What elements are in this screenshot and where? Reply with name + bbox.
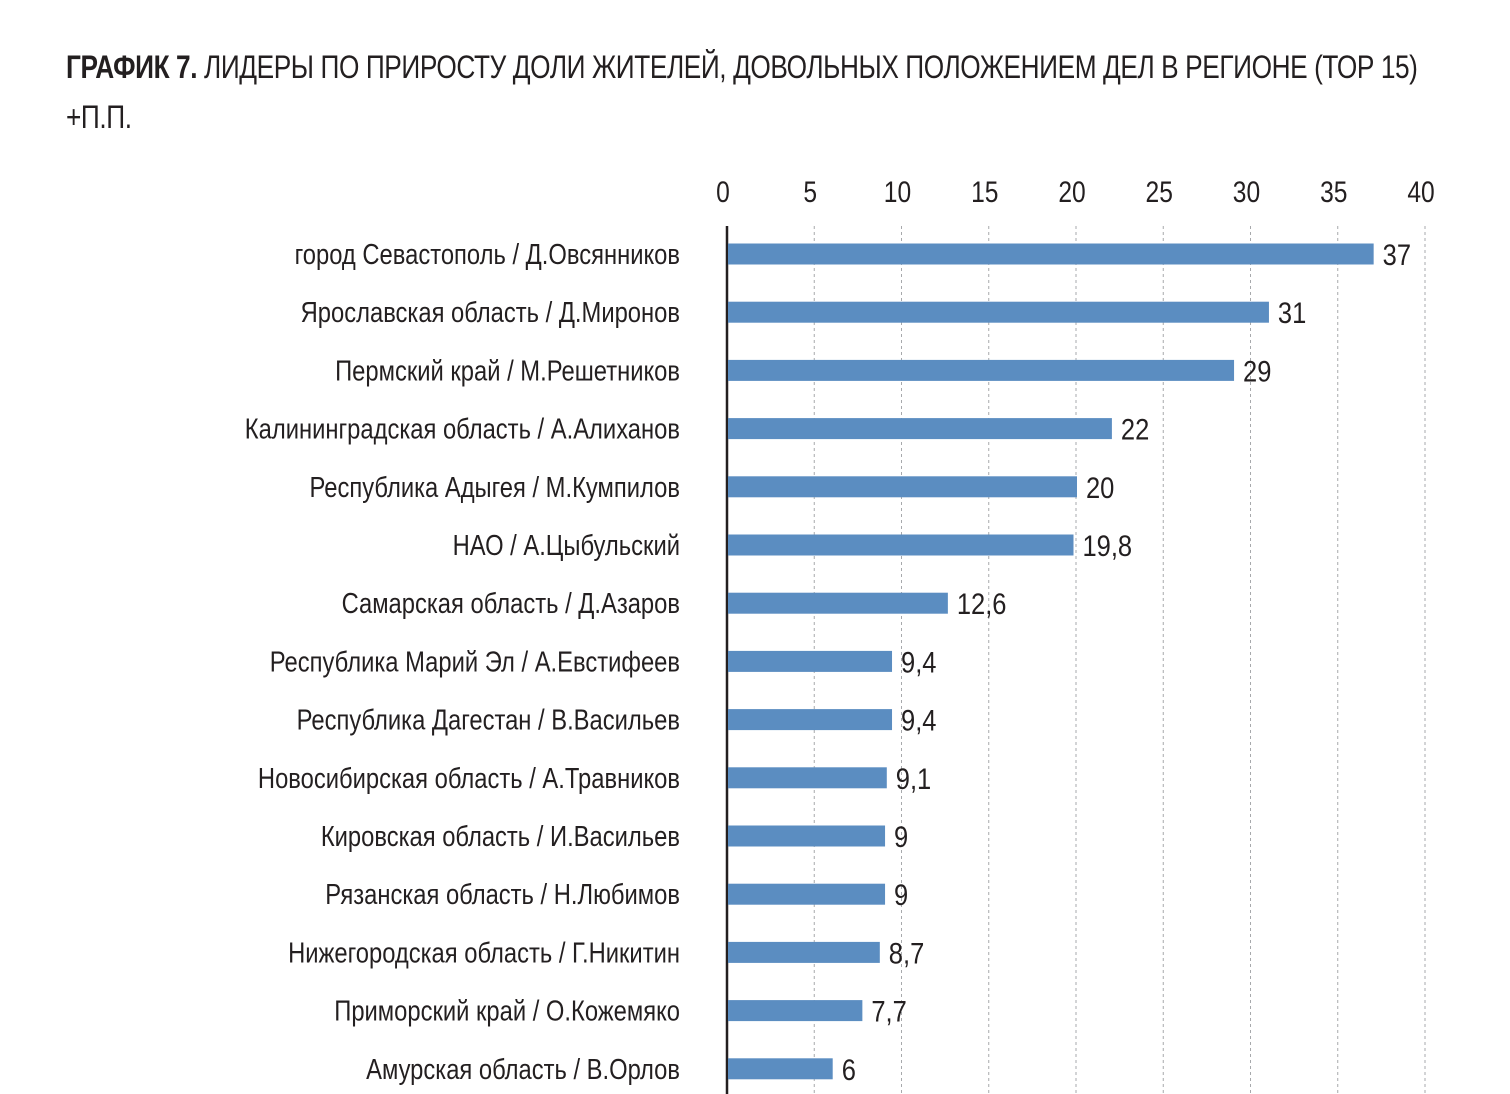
category-label: НАО / А.Цыбульский bbox=[453, 529, 680, 562]
x-tick-label: 10 bbox=[884, 175, 911, 209]
data-label: 19,8 bbox=[1083, 529, 1133, 562]
bar bbox=[728, 359, 1235, 381]
bar bbox=[728, 301, 1269, 323]
data-label: 9 bbox=[894, 820, 908, 853]
bar bbox=[728, 825, 886, 847]
chart-title-line-2: +П.П. bbox=[66, 99, 132, 135]
category-label: Республика Адыгея / М.Кумпилов bbox=[310, 471, 680, 504]
category-label: Ярославская область / Д.Миронов bbox=[301, 296, 680, 329]
bar bbox=[728, 1000, 863, 1022]
data-label: 9,1 bbox=[896, 762, 931, 795]
category-label: Нижегородская область / Г.Никитин bbox=[288, 936, 680, 969]
bar bbox=[728, 534, 1074, 556]
category-label: Самарская область / Д.Азаров bbox=[342, 587, 680, 620]
bar bbox=[728, 476, 1077, 498]
x-tick-label: 30 bbox=[1233, 175, 1260, 209]
chart-title-lead: ГРАФИК 7. bbox=[66, 49, 198, 85]
data-label: 29 bbox=[1243, 354, 1271, 387]
data-label: 9 bbox=[894, 878, 908, 911]
data-label: 7,7 bbox=[871, 995, 906, 1028]
category-label: Кировская область / И.Васильев bbox=[321, 820, 680, 853]
category-label: город Севастополь / Д.Овсянников bbox=[295, 238, 680, 271]
category-label: Приморский край / О.Кожемяко bbox=[334, 994, 680, 1027]
category-label: Новосибирская область / А.Травников bbox=[258, 762, 680, 795]
chart-title-line-1: ГРАФИК 7. ЛИДЕРЫ ПО ПРИРОСТУ ДОЛИ ЖИТЕЛЕ… bbox=[66, 42, 1418, 92]
bar bbox=[728, 883, 886, 905]
data-label: 20 bbox=[1086, 471, 1114, 504]
category-label: Калининградская область / А.Алиханов bbox=[245, 412, 680, 445]
x-tick-label: 0 bbox=[716, 175, 730, 209]
x-tick-label: 35 bbox=[1320, 175, 1347, 209]
bar bbox=[728, 592, 948, 614]
x-tick-label: 20 bbox=[1058, 175, 1085, 209]
category-label: Республика Марий Эл / А.Евстифеев bbox=[270, 645, 680, 678]
bar bbox=[728, 650, 893, 672]
category-label: Рязанская область / Н.Любимов bbox=[325, 878, 680, 911]
data-label: 31 bbox=[1278, 296, 1306, 329]
data-label: 9,4 bbox=[901, 704, 936, 737]
bar bbox=[728, 1058, 833, 1080]
chart-title-text: ЛИДЕРЫ ПО ПРИРОСТУ ДОЛИ ЖИТЕЛЕЙ, ДОВОЛЬН… bbox=[204, 49, 1418, 85]
x-tick-label: 5 bbox=[803, 175, 817, 209]
data-label: 9,4 bbox=[901, 645, 936, 678]
category-label: Амурская область / В.Орлов bbox=[366, 1053, 680, 1086]
bar bbox=[728, 243, 1374, 265]
bar bbox=[728, 418, 1112, 440]
data-label: 22 bbox=[1121, 413, 1149, 446]
data-label: 12,6 bbox=[957, 587, 1007, 620]
category-label: Пермский край / М.Решетников bbox=[335, 354, 680, 387]
data-label: 8,7 bbox=[889, 936, 924, 969]
x-tick-label: 15 bbox=[971, 175, 998, 209]
category-label: Республика Дагестан / В.Васильев bbox=[297, 703, 680, 736]
x-tick-label: 40 bbox=[1407, 175, 1434, 209]
x-tick-label: 25 bbox=[1146, 175, 1173, 209]
data-label: 6 bbox=[842, 1053, 856, 1086]
data-label: 37 bbox=[1383, 238, 1411, 271]
bar bbox=[728, 709, 893, 731]
bar bbox=[728, 767, 887, 789]
chart-title: ГРАФИК 7. ЛИДЕРЫ ПО ПРИРОСТУ ДОЛИ ЖИТЕЛЕ… bbox=[66, 42, 1418, 142]
bar bbox=[728, 941, 880, 963]
